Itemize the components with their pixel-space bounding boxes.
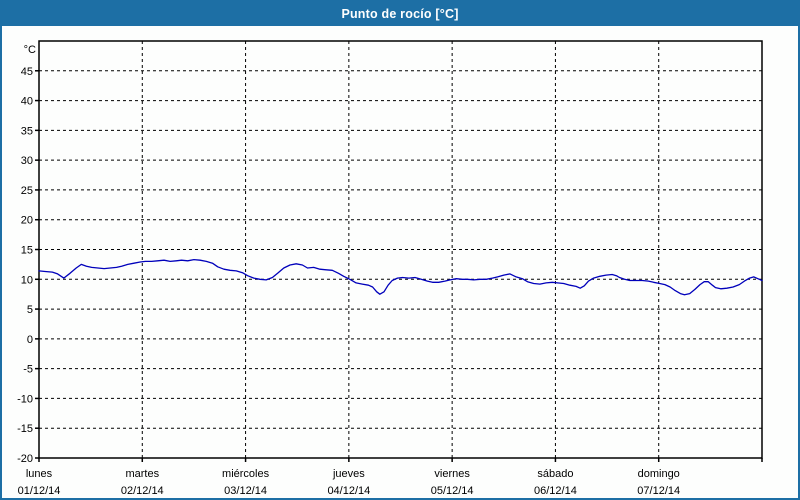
y-tick-label: 25 — [21, 185, 33, 197]
x-day-date-label: 06/12/14 — [534, 485, 577, 497]
y-tick-label: 40 — [21, 96, 33, 108]
y-tick-label: 20 — [21, 215, 33, 227]
x-day-date-label: 02/12/14 — [121, 485, 164, 497]
y-tick-label: -15 — [17, 423, 33, 435]
y-tick-label: 15 — [21, 245, 33, 257]
title-bar: Punto de rocío [°C] — [2, 2, 798, 26]
chart-area: °C 45 40 35 30 25 20 15 10 5 0 -5 -10 -15 -20 lunes 01/1… — [2, 26, 798, 498]
x-day-date-label: 05/12/14 — [431, 485, 474, 497]
y-tick-label: -20 — [17, 453, 33, 465]
x-day-name-label: miércoles — [222, 468, 270, 480]
x-day-date-label: 04/12/14 — [327, 485, 370, 497]
y-tick-label: 5 — [27, 304, 33, 316]
y-tick-label: 0 — [27, 334, 33, 346]
x-day-name-label: lunes — [26, 468, 53, 480]
y-tick-label: 35 — [21, 125, 33, 137]
y-tick-label: 10 — [21, 274, 33, 286]
x-day-name-label: jueves — [332, 468, 365, 480]
dew-point-series-line — [38, 258, 763, 296]
y-axis-unit-label: °C — [24, 44, 36, 56]
x-day-date-label: 03/12/14 — [224, 485, 267, 497]
x-day-name-label: domingo — [638, 468, 680, 480]
y-tick-label: 30 — [21, 155, 33, 167]
y-tick-label: -5 — [23, 364, 33, 376]
x-day-name-label: martes — [125, 468, 159, 480]
x-day-name-label: sábado — [537, 468, 573, 480]
x-day-date-label: 01/12/14 — [18, 485, 61, 497]
x-day-date-label: 07/12/14 — [637, 485, 680, 497]
y-tick-label: 45 — [21, 66, 33, 78]
x-day-name-label: viernes — [434, 468, 470, 480]
y-tick-label: -10 — [17, 393, 33, 405]
dew-point-chart: °C 45 40 35 30 25 20 15 10 5 0 -5 -10 -15 -20 lunes 01/1… — [17, 40, 763, 497]
page-title: Punto de rocío [°C] — [341, 7, 459, 21]
